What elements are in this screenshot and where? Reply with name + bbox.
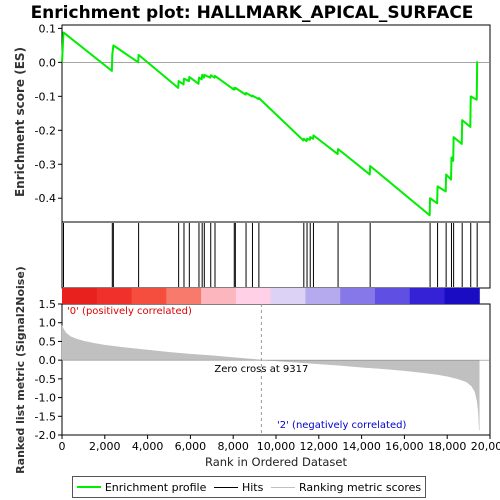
x-tick-label: 12,000 <box>300 440 339 453</box>
x-tick-label: 18,000 <box>428 440 467 453</box>
heat-segment <box>340 288 376 304</box>
es-y-tick-label: -0.3 <box>35 158 56 171</box>
negative-correlation-label: '2' (negatively correlated) <box>277 420 406 431</box>
es-y-tick-label: 0.0 <box>39 56 57 69</box>
x-tick-label: 10,000 <box>257 440 296 453</box>
metric-axis-label: Ranked list metric (Signal2Noise) <box>14 266 27 474</box>
legend-label-metric: Ranking metric scores <box>298 480 422 494</box>
metric-y-tick-label: 1.0 <box>39 317 57 330</box>
heat-segment <box>235 288 272 304</box>
legend: Enrichment profile Hits Ranking metric s… <box>72 476 426 498</box>
x-tick-label: 4,000 <box>132 440 164 453</box>
x-tick-label: 2,000 <box>89 440 121 453</box>
legend-label-hits: Hits <box>241 480 264 494</box>
zero-cross-label: Zero cross at 9317 <box>214 364 308 375</box>
heat-segment <box>374 288 411 304</box>
axes: 0.1 0.0 -0.1 -0.2 -0.3 -0.4 1.5 1.0 0.5 0.0 -0.5 -1… <box>35 22 500 453</box>
es-y-tick-label: -0.4 <box>35 192 56 205</box>
enrichment-profile <box>61 31 490 217</box>
x-tick-label: 0 <box>59 440 66 453</box>
heat-segment <box>96 288 133 304</box>
x-tick-label: 16,000 <box>385 440 424 453</box>
hits-panel <box>61 221 491 289</box>
chart-title: Enrichment plot: HALLMARK_APICAL_SURFACE <box>31 3 474 23</box>
x-axis-label: Rank in Ordered Dataset <box>205 455 348 469</box>
heat-segment <box>62 288 98 304</box>
es-y-tick-label: 0.1 <box>39 22 57 35</box>
es-y-tick-label: -0.2 <box>35 124 56 137</box>
metric-y-tick-label: 0.5 <box>39 335 57 348</box>
heat-segment <box>270 288 306 304</box>
metric-y-tick-label: -0.5 <box>35 373 56 386</box>
heat-segment <box>409 288 446 304</box>
x-tick-label: 6,000 <box>175 440 207 453</box>
x-tick-label: 8,000 <box>217 440 249 453</box>
legend-item-hits: Hits <box>213 480 264 494</box>
heat-segment <box>201 288 237 304</box>
es-y-tick-label: -0.1 <box>35 90 56 103</box>
metric-y-tick-label: 0.0 <box>39 354 57 367</box>
legend-label-enrichment: Enrichment profile <box>104 480 207 494</box>
heat-segment <box>305 288 341 304</box>
es-line <box>61 31 479 217</box>
legend-item-enrichment: Enrichment profile <box>76 480 207 494</box>
legend-swatch-hits <box>213 486 238 488</box>
x-tick-label: 20,000 <box>471 440 500 453</box>
positive-correlation-label: '0' (positively correlated) <box>67 306 192 317</box>
heat-segment <box>444 288 480 304</box>
es-axis-label: Enrichment score (ES) <box>13 47 27 197</box>
ranking-metric-plot <box>61 304 490 435</box>
x-tick-label: 14,000 <box>342 440 381 453</box>
metric-area <box>61 325 480 431</box>
metric-y-tick-label: -1.0 <box>35 392 56 405</box>
legend-item-metric: Ranking metric scores <box>270 480 422 494</box>
ranking-heat-bar <box>62 288 480 304</box>
metric-y-tick-label: 1.5 <box>39 298 57 311</box>
metric-y-tick-label: -2.0 <box>35 429 56 442</box>
heat-segment <box>131 288 167 304</box>
legend-swatch-enrichment <box>76 486 101 488</box>
legend-swatch-metric <box>270 486 295 488</box>
heat-segment <box>166 288 202 304</box>
hit-lines <box>62 223 478 287</box>
metric-y-tick-label: -1.5 <box>35 410 56 423</box>
